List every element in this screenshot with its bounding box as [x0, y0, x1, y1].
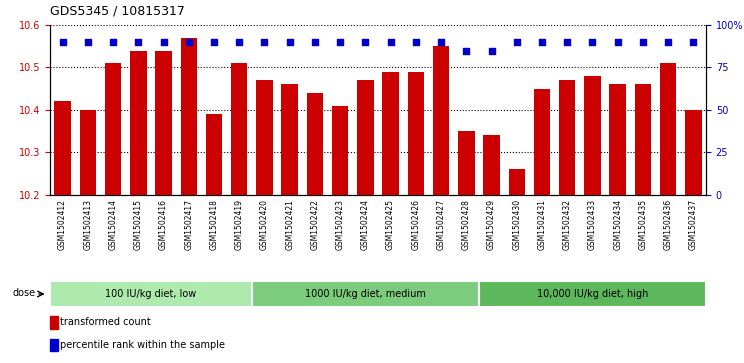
Point — [359, 39, 371, 45]
Text: GSM1502432: GSM1502432 — [562, 199, 571, 250]
Point — [283, 39, 295, 45]
Text: 10,000 IU/kg diet, high: 10,000 IU/kg diet, high — [536, 289, 648, 299]
Point — [57, 39, 68, 45]
Text: GSM1502419: GSM1502419 — [234, 199, 244, 250]
Text: percentile rank within the sample: percentile rank within the sample — [60, 340, 225, 350]
Point — [107, 39, 119, 45]
Text: GSM1502431: GSM1502431 — [537, 199, 547, 250]
Point — [435, 39, 447, 45]
Text: GSM1502426: GSM1502426 — [411, 199, 420, 250]
Bar — [458, 131, 475, 195]
Text: GSM1502420: GSM1502420 — [260, 199, 269, 250]
Text: GSM1502415: GSM1502415 — [134, 199, 143, 250]
Bar — [307, 93, 323, 195]
FancyBboxPatch shape — [50, 281, 252, 307]
Text: GSM1502433: GSM1502433 — [588, 199, 597, 250]
Point — [385, 39, 397, 45]
Bar — [484, 135, 500, 195]
Bar — [332, 106, 348, 195]
Point — [208, 39, 220, 45]
Text: dose: dose — [13, 287, 36, 298]
Point — [662, 39, 674, 45]
Bar — [231, 63, 248, 195]
Bar — [533, 89, 551, 195]
Bar — [584, 76, 600, 195]
Point — [309, 39, 321, 45]
Bar — [130, 50, 147, 195]
Point — [334, 39, 346, 45]
Text: transformed count: transformed count — [60, 317, 150, 327]
Text: GSM1502417: GSM1502417 — [185, 199, 193, 250]
Point — [536, 39, 548, 45]
Text: GSM1502418: GSM1502418 — [210, 199, 219, 250]
Bar — [635, 85, 651, 195]
Bar — [50, 316, 58, 329]
Bar — [50, 339, 58, 351]
Text: GSM1502429: GSM1502429 — [487, 199, 496, 250]
Point — [561, 39, 573, 45]
Text: GSM1502423: GSM1502423 — [336, 199, 344, 250]
Text: GSM1502413: GSM1502413 — [83, 199, 92, 250]
Bar — [609, 85, 626, 195]
Text: GSM1502412: GSM1502412 — [58, 199, 67, 250]
Point — [612, 39, 623, 45]
Text: GSM1502436: GSM1502436 — [664, 199, 673, 250]
Text: GSM1502434: GSM1502434 — [613, 199, 622, 250]
Bar — [80, 110, 96, 195]
Text: GSM1502416: GSM1502416 — [159, 199, 168, 250]
Text: GSM1502422: GSM1502422 — [310, 199, 319, 250]
Text: GSM1502437: GSM1502437 — [689, 199, 698, 250]
Text: GSM1502430: GSM1502430 — [513, 199, 522, 250]
Bar — [105, 63, 121, 195]
Bar — [509, 170, 525, 195]
Bar — [357, 80, 373, 195]
Point — [183, 39, 195, 45]
Text: GSM1502425: GSM1502425 — [386, 199, 395, 250]
Point — [234, 39, 246, 45]
Bar — [685, 110, 702, 195]
Bar — [54, 102, 71, 195]
Point — [687, 39, 699, 45]
Text: GSM1502421: GSM1502421 — [285, 199, 294, 250]
Bar — [281, 85, 298, 195]
Bar — [660, 63, 676, 195]
Point — [132, 39, 144, 45]
Text: GSM1502424: GSM1502424 — [361, 199, 370, 250]
Bar — [559, 80, 575, 195]
Point — [158, 39, 170, 45]
Text: GSM1502435: GSM1502435 — [638, 199, 647, 250]
Point — [637, 39, 649, 45]
Point — [258, 39, 270, 45]
Bar — [382, 72, 399, 195]
Bar — [256, 80, 272, 195]
Text: GSM1502427: GSM1502427 — [437, 199, 446, 250]
Text: GSM1502414: GSM1502414 — [109, 199, 118, 250]
Point — [486, 48, 498, 53]
Point — [82, 39, 94, 45]
Point — [511, 39, 523, 45]
Bar — [206, 114, 222, 195]
Text: GSM1502428: GSM1502428 — [462, 199, 471, 250]
Point — [410, 39, 422, 45]
Point — [586, 39, 598, 45]
Bar — [408, 72, 424, 195]
Text: 1000 IU/kg diet, medium: 1000 IU/kg diet, medium — [305, 289, 426, 299]
FancyBboxPatch shape — [479, 281, 706, 307]
Text: 100 IU/kg diet, low: 100 IU/kg diet, low — [106, 289, 196, 299]
Text: GDS5345 / 10815317: GDS5345 / 10815317 — [50, 4, 185, 17]
Bar — [433, 46, 449, 195]
FancyBboxPatch shape — [252, 281, 479, 307]
Bar — [181, 38, 197, 195]
Point — [461, 48, 472, 53]
Bar — [155, 50, 172, 195]
